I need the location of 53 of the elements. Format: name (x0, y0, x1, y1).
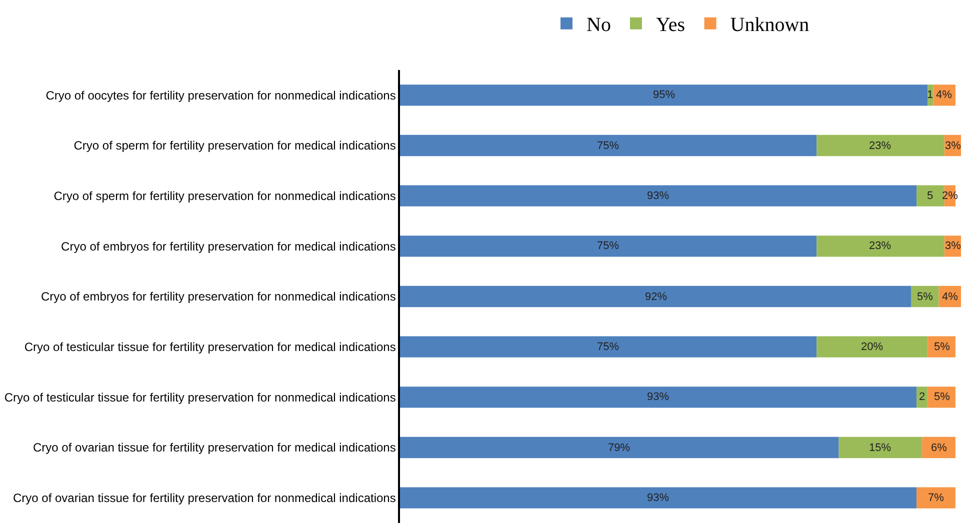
data-label: 15% (869, 442, 892, 454)
bar (922, 436, 956, 458)
data-label: 3% (945, 140, 962, 152)
data-label: 75% (597, 140, 620, 152)
bar (400, 236, 817, 257)
bar (400, 386, 917, 408)
y-tick-label: Cryo of sperm for fertility preservation for nonmedical indications (54, 189, 396, 204)
data-label: 93% (647, 492, 670, 504)
bar (916, 487, 956, 508)
y-tick-label: Cryo of testicular tissue for fertility preservation for nonmedical indications (4, 390, 396, 404)
data-label: 5% (917, 291, 934, 303)
y-tick-label: Cryo of embryos for fertility preservation for nonmedical indications (41, 290, 396, 304)
data-label: 95% (653, 89, 676, 101)
data-label: 75% (597, 341, 620, 353)
legend-label: Unknown (730, 14, 810, 36)
bar (400, 286, 912, 308)
bar (816, 336, 928, 358)
legend-label: No (586, 14, 611, 36)
bar (816, 134, 944, 156)
y-tick-label: Cryo of ovarian tissue for fertility preservation for medical indications (33, 440, 396, 455)
bar (400, 336, 817, 358)
y-tick-label: Cryo of ovarian tissue for fertility preservation for nonmedical indications (13, 491, 396, 506)
data-label: 93% (647, 391, 670, 403)
data-label: 92% (645, 291, 668, 303)
legend-label: Yes (656, 14, 686, 36)
data-label: 20% (861, 341, 884, 353)
bar (816, 236, 944, 257)
data-label: 23% (869, 140, 892, 152)
bar (400, 436, 839, 458)
data-label: 1 (927, 89, 934, 101)
bar (916, 185, 944, 206)
y-tick-label: Cryo of testicular tissue for fertility preservation for medical indications (24, 340, 396, 354)
bar (400, 487, 917, 508)
data-label: 23% (869, 240, 892, 252)
data-label: 5% (934, 391, 950, 403)
data-label: 7% (928, 492, 944, 504)
y-tick-label: Cryo of oocytes for fertility preservation for nonmedical indications (46, 88, 396, 102)
data-label: 2 (919, 391, 926, 403)
data-label: 3% (945, 240, 962, 252)
data-label: 6% (931, 442, 948, 454)
data-label: 75% (597, 240, 620, 252)
bar (838, 436, 922, 458)
bar (400, 134, 817, 156)
data-label: 4% (936, 89, 952, 101)
data-label: 5 (927, 190, 934, 202)
bar (400, 84, 928, 106)
y-tick-label: Cryo of embryos for fertility preservation for medical indications (61, 239, 396, 254)
y-tick-label: Cryo of sperm for fertility preservation for medical indications (74, 138, 396, 153)
data-label: 5% (934, 341, 950, 353)
data-label: 4% (942, 291, 958, 303)
data-label: 93% (647, 190, 670, 202)
data-label: 79% (608, 442, 630, 454)
bar (400, 185, 917, 206)
